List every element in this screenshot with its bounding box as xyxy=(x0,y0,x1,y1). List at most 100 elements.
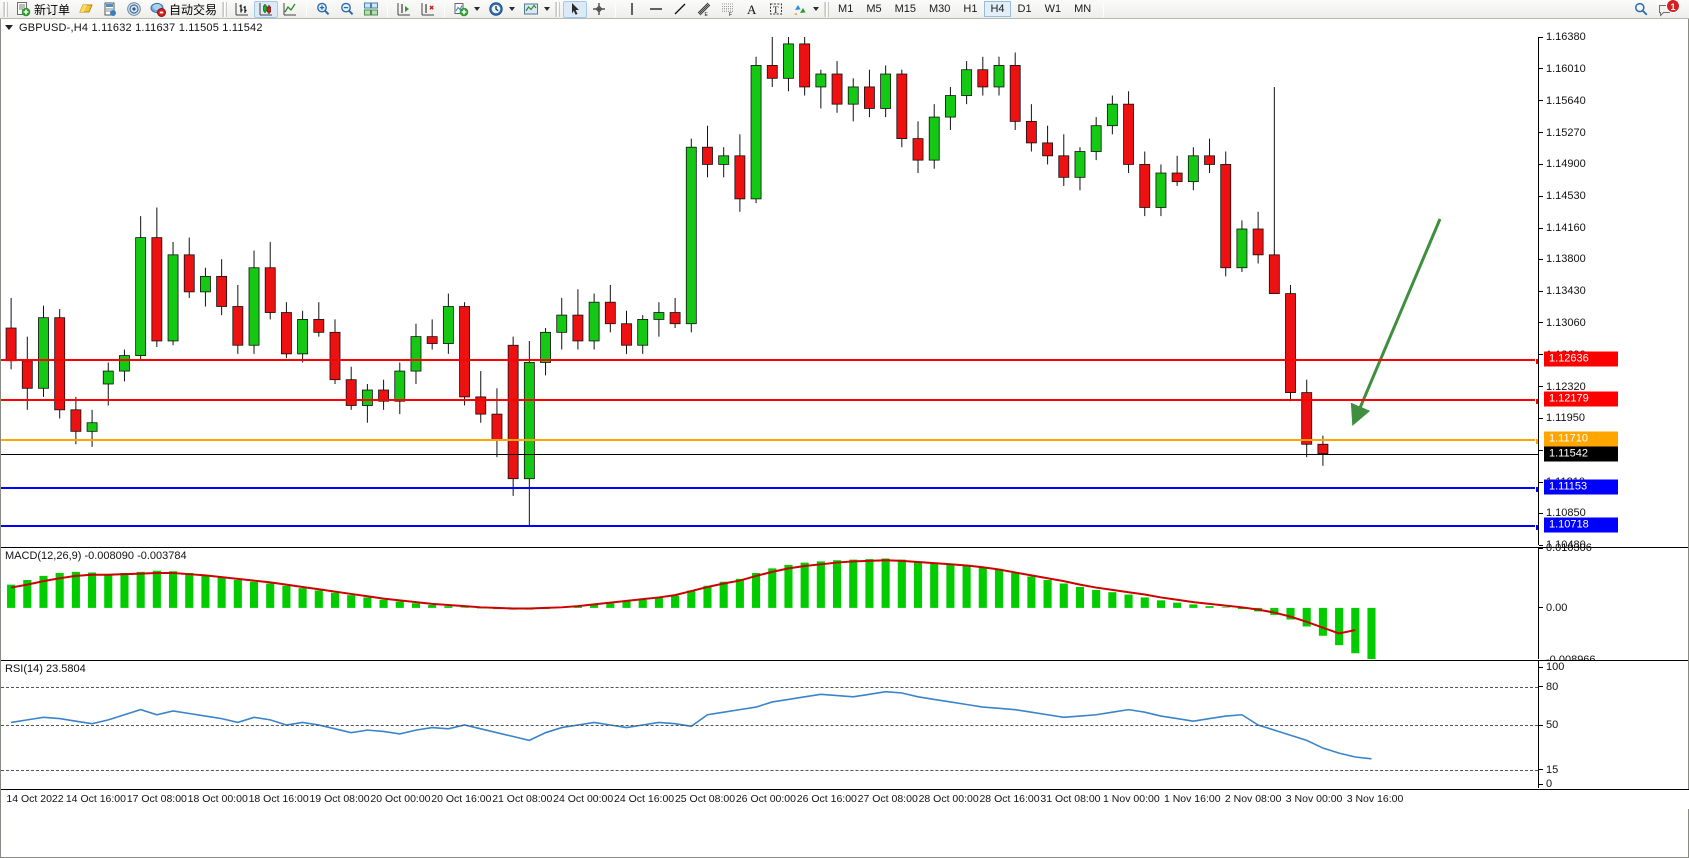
time-tick: 17 Oct 08:00 xyxy=(126,793,187,805)
periods-dropdown[interactable] xyxy=(484,1,519,18)
price-tick: 1.14900 xyxy=(1539,158,1586,170)
text-object-button[interactable]: T xyxy=(764,1,788,18)
time-tick: 20 Oct 16:00 xyxy=(431,793,492,805)
level-line-resistance-2[interactable] xyxy=(1,397,1538,405)
time-tick: 14 Oct 16:00 xyxy=(65,793,126,805)
timeframe-m5[interactable]: M5 xyxy=(866,3,882,15)
auto-scroll-button[interactable] xyxy=(392,1,416,18)
time-tick: 3 Nov 00:00 xyxy=(1285,793,1343,805)
chart-header: GBPUSD-,H4 1.11632 1.11637 1.11505 1.115… xyxy=(1,19,1688,36)
chevron-down-icon-4 xyxy=(813,7,820,11)
line-chart-button[interactable] xyxy=(278,1,302,18)
auto-trading-button[interactable]: 自动交易 xyxy=(146,1,221,18)
rsi-pane[interactable]: RSI(14) 23.5804 100 80 50 15 0 xyxy=(1,660,1688,790)
macd-pane[interactable]: MACD(12,26,9) -0.008090 -0.003784 0.0103… xyxy=(1,542,1688,666)
price-tick: 1.15270 xyxy=(1539,127,1586,139)
zoom-in-button[interactable] xyxy=(311,1,335,18)
timeframe-w1[interactable]: W1 xyxy=(1044,3,1062,15)
text-a-icon: A xyxy=(744,1,760,17)
price-tick: 1.13060 xyxy=(1539,317,1586,329)
time-tick: 1 Nov 16:00 xyxy=(1163,793,1221,805)
time-axis[interactable]: 14 Oct 2022 14 Oct 16:00 17 Oct 08:00 18 Oc… xyxy=(1,789,1689,809)
cursor-tool-button[interactable] xyxy=(563,0,588,18)
search-button[interactable] xyxy=(1629,1,1653,18)
macd-plot-area[interactable] xyxy=(1,548,1538,659)
bar-chart-button[interactable] xyxy=(230,1,254,18)
indicators-dropdown[interactable] xyxy=(449,1,484,18)
tile-windows-button[interactable] xyxy=(359,1,383,18)
price-tick: 1.10850 xyxy=(1539,507,1586,519)
search-icon xyxy=(1633,1,1649,17)
channel-button[interactable]: E xyxy=(692,1,716,18)
toolbar-grip-2[interactable] xyxy=(222,1,228,17)
level-line-pivot[interactable] xyxy=(1,438,1538,446)
zoom-out-button[interactable] xyxy=(335,1,359,18)
level-line-current-price[interactable] xyxy=(1,453,1538,455)
rsi-plot-area[interactable] xyxy=(1,661,1538,788)
toolbar-grip-3[interactable] xyxy=(555,1,561,17)
timeframe-h1[interactable]: H1 xyxy=(963,3,978,15)
horizontal-line-button[interactable] xyxy=(644,1,668,18)
candlestick-chart-button[interactable] xyxy=(254,0,279,18)
macd-tick: 0.010306 xyxy=(1539,542,1592,554)
alerts-button[interactable]: 1 xyxy=(1653,0,1680,18)
timeframe-h4[interactable]: H4 xyxy=(984,1,1011,17)
text-label-button[interactable]: A xyxy=(740,1,764,18)
time-tick: 28 Oct 16:00 xyxy=(979,793,1040,805)
rsi-level-80 xyxy=(1,686,1538,688)
timeframe-m1[interactable]: M1 xyxy=(838,3,854,15)
timeframe-group: M1 M5 M15 M30 H1 H4 D1 W1 MN xyxy=(832,1,1097,17)
chart-shift-button[interactable] xyxy=(416,1,440,18)
toolbar-grip[interactable] xyxy=(3,1,8,17)
timeframe-m30[interactable]: M30 xyxy=(929,3,951,15)
level-handle-icon[interactable] xyxy=(1535,397,1538,405)
crosshair-tool-button[interactable] xyxy=(587,1,611,18)
signals-button[interactable] xyxy=(122,1,146,18)
fibonacci-button[interactable]: F xyxy=(716,1,740,18)
level-line-resistance-1[interactable] xyxy=(1,358,1538,366)
main-toolbar: 新订单 xyxy=(0,0,1689,19)
timeframe-m15[interactable]: M15 xyxy=(894,3,916,15)
time-tick: 2 Nov 08:00 xyxy=(1224,793,1282,805)
level-handle-icon[interactable] xyxy=(1535,438,1538,446)
level-handle-icon[interactable] xyxy=(1535,523,1538,531)
horizontal-line-icon xyxy=(648,1,664,17)
level-line-support-2[interactable] xyxy=(1,523,1538,531)
timeframe-d1[interactable]: D1 xyxy=(1017,3,1032,15)
price-axis[interactable]: 1.16380 1.16010 1.15640 1.15270 1.14900 1.145… xyxy=(1538,31,1688,551)
level-handle-icon[interactable] xyxy=(1535,486,1538,494)
zoom-out-icon xyxy=(339,1,355,17)
level-handle-icon[interactable] xyxy=(1535,358,1538,366)
arrow-cursor-icon xyxy=(567,1,583,17)
arrows-dropdown[interactable] xyxy=(788,1,823,18)
price-plot-area[interactable] xyxy=(1,37,1538,545)
rsi-series xyxy=(10,690,1372,760)
trendline-icon xyxy=(672,1,688,17)
level-line-support-1[interactable] xyxy=(1,486,1538,494)
rsi-axis[interactable]: 100 80 50 15 0 xyxy=(1538,661,1688,790)
templates-dropdown[interactable] xyxy=(519,1,554,18)
time-tick: 24 Oct 16:00 xyxy=(614,793,675,805)
expert-advisors-button[interactable] xyxy=(74,1,98,18)
vertical-line-button[interactable] xyxy=(620,1,644,18)
new-order-button[interactable]: 新订单 xyxy=(11,1,74,18)
time-tick: 31 Oct 08:00 xyxy=(1040,793,1101,805)
signals-icon xyxy=(126,1,142,17)
trendline-button[interactable] xyxy=(668,1,692,18)
arrows-icon xyxy=(792,1,808,17)
text-box-icon: T xyxy=(768,1,784,17)
rsi-tick: 0 xyxy=(1539,778,1552,790)
price-pane[interactable]: 1.16380 1.16010 1.15640 1.15270 1.14900 1.145… xyxy=(1,31,1688,551)
data-window-button[interactable] xyxy=(98,1,122,18)
bar-chart-icon xyxy=(234,1,250,17)
crosshair-icon xyxy=(591,1,607,17)
new-order-icon xyxy=(15,1,31,17)
add-indicator-icon xyxy=(453,1,469,17)
toolbar-grip-4[interactable] xyxy=(824,1,830,17)
chart-menu-caret-icon[interactable] xyxy=(5,25,13,30)
price-tick: 1.16380 xyxy=(1539,31,1586,43)
timeframe-mn[interactable]: MN xyxy=(1074,3,1092,15)
auto-trading-label: 自动交易 xyxy=(169,2,218,17)
